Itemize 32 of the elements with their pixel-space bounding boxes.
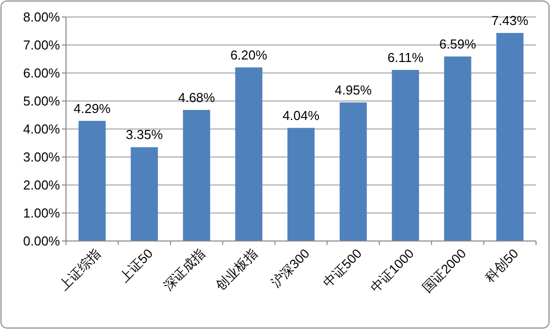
data-label: 6.11% bbox=[387, 50, 424, 65]
x-tick-label: 中证500 bbox=[320, 246, 365, 290]
y-tick-label: 8.00% bbox=[23, 10, 60, 25]
bar bbox=[130, 147, 158, 241]
x-tick-label: 深证成指 bbox=[160, 246, 208, 294]
y-tick-label: 5.00% bbox=[23, 94, 60, 109]
data-label: 6.20% bbox=[230, 47, 268, 62]
x-tick-label: 科创50 bbox=[482, 246, 522, 285]
x-tick-label: 上证50 bbox=[116, 246, 156, 285]
bar bbox=[235, 67, 262, 241]
y-tick-label: 3.00% bbox=[23, 150, 60, 165]
data-label: 4.29% bbox=[74, 100, 111, 116]
data-label: 3.35% bbox=[126, 127, 164, 142]
x-tick-label: 沪深300 bbox=[268, 246, 312, 290]
x-tick-label: 创业板指 bbox=[212, 246, 260, 294]
bar bbox=[496, 32, 524, 241]
y-tick-label: 4.00% bbox=[23, 122, 60, 137]
y-tick-label: 2.00% bbox=[23, 178, 60, 193]
bar bbox=[287, 128, 315, 241]
y-tick-label: 1.00% bbox=[23, 206, 60, 221]
bar bbox=[340, 102, 367, 241]
bar bbox=[78, 120, 106, 241]
bar bbox=[392, 70, 420, 241]
bar bbox=[444, 56, 472, 241]
bar bbox=[182, 110, 210, 241]
data-label: 6.59% bbox=[439, 36, 477, 52]
y-tick-label: 6.00% bbox=[23, 66, 60, 81]
data-label: 7.43% bbox=[491, 12, 529, 28]
data-label: 4.68% bbox=[178, 90, 216, 105]
data-label: 4.95% bbox=[334, 82, 372, 98]
data-label: 4.04% bbox=[282, 108, 320, 123]
y-tick-label: 7.00% bbox=[23, 38, 60, 53]
